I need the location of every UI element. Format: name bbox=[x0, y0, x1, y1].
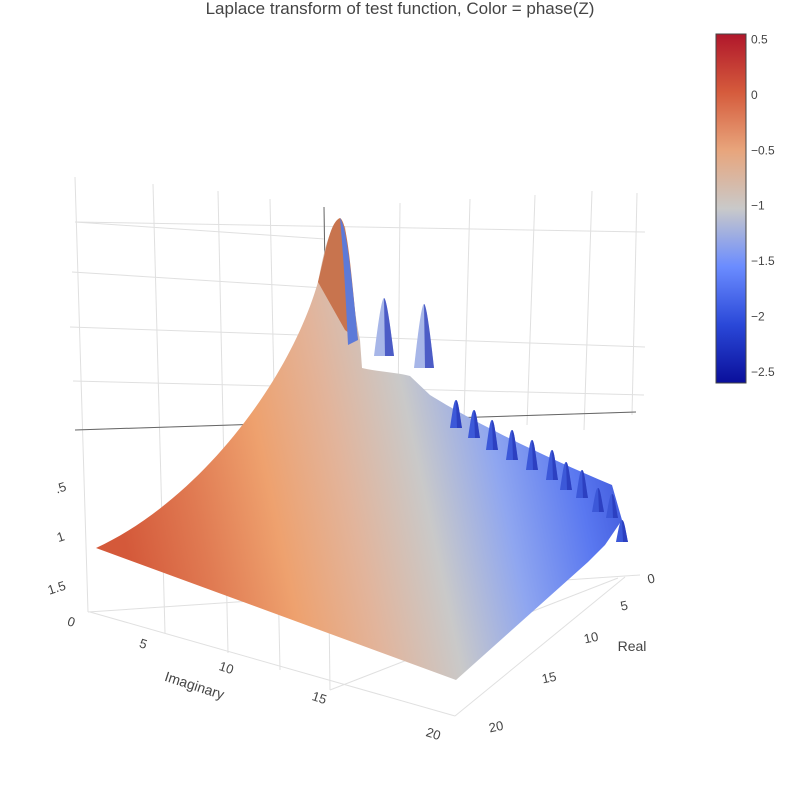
colorbar-tick-label: 0 bbox=[751, 88, 758, 102]
surface-sheet bbox=[96, 226, 622, 680]
axis-title-real: Real bbox=[618, 638, 647, 654]
colorbar-tick-label: −0.5 bbox=[751, 143, 775, 157]
surface-peak-shadow bbox=[424, 304, 434, 368]
y-tick-label: 15 bbox=[540, 669, 557, 687]
colorbar-tick-label: 0.5 bbox=[751, 33, 768, 47]
surface-peak-shadow bbox=[456, 400, 462, 428]
x-tick-label: 10 bbox=[217, 658, 235, 677]
chart-title: Laplace transform of test function, Colo… bbox=[206, 0, 595, 18]
surface-peak-shadow bbox=[552, 450, 558, 480]
colorbar-tick-label: −2 bbox=[751, 310, 765, 324]
surface-peak-shadow bbox=[384, 298, 394, 356]
surface-peak-shadow bbox=[598, 488, 604, 512]
colorbar-rect bbox=[715, 33, 747, 384]
colorbar-tick-label: −1 bbox=[751, 199, 765, 213]
x-tick-label: 15 bbox=[310, 688, 328, 707]
surface-peak-shadow bbox=[512, 430, 518, 460]
surface-peak-shade bbox=[340, 218, 358, 345]
surface-peak-shadow bbox=[612, 494, 618, 518]
colorbar: 0.5 0 −0.5 −1 −1.5 −2 −2.5 bbox=[715, 33, 775, 384]
axis-ticks: 0 5 10 15 20 0 5 10 15 20 .5 1 1.5 bbox=[46, 479, 656, 743]
x-tick-label: 5 bbox=[138, 635, 150, 652]
surface-peak-shadow bbox=[532, 440, 538, 470]
y-tick-label: 5 bbox=[619, 598, 629, 614]
x-tick-label: 0 bbox=[66, 613, 78, 630]
surface bbox=[96, 218, 628, 680]
grid-line bbox=[74, 221, 326, 240]
colorbar-ticks: 0.5 0 −0.5 −1 −1.5 −2 −2.5 bbox=[751, 33, 775, 379]
z-tick-label: .5 bbox=[53, 479, 68, 497]
grid-line bbox=[74, 221, 646, 233]
surface-peak-shadow bbox=[492, 420, 498, 450]
grid-line bbox=[454, 576, 626, 717]
surface-peak-shadow bbox=[622, 520, 628, 542]
colorbar-tick-label: −1.5 bbox=[751, 254, 775, 268]
surface-peak-shadow bbox=[566, 462, 572, 490]
z-tick-label: 1 bbox=[55, 528, 67, 545]
grid-line bbox=[71, 271, 326, 289]
axis-title-imaginary: Imaginary bbox=[163, 668, 226, 702]
grid-line bbox=[526, 194, 536, 426]
grid-line bbox=[89, 611, 456, 717]
grid-line bbox=[74, 176, 89, 613]
grid-line bbox=[463, 198, 471, 421]
grid-line bbox=[631, 192, 638, 416]
surface-peak-shadow bbox=[474, 410, 480, 438]
y-tick-label: 20 bbox=[487, 718, 504, 736]
colorbar-tick-label: −2.5 bbox=[751, 365, 775, 379]
y-tick-label: 10 bbox=[582, 629, 599, 647]
z-tick-label: 1.5 bbox=[46, 578, 68, 598]
x-tick-label: 20 bbox=[424, 724, 442, 743]
y-tick-label: 0 bbox=[646, 571, 656, 587]
surface-peak-shadow bbox=[582, 470, 588, 498]
